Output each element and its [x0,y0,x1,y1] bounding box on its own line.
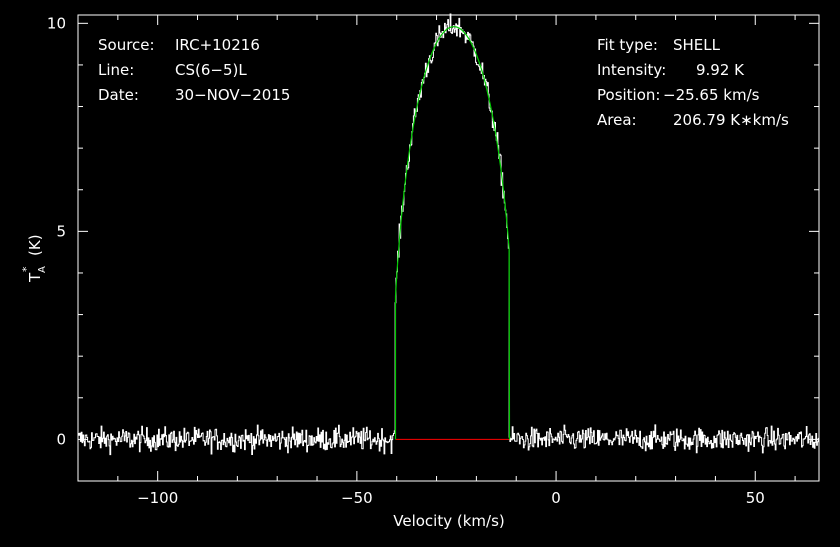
info-source-key: Source: [98,36,155,54]
info-intensity-key: Intensity: [597,61,666,79]
info-fittype-key: Fit type: [597,36,658,54]
info-line-key: Line: [98,61,134,79]
y-tick-label: 0 [56,430,66,448]
info-position-key: Position: [597,86,660,104]
info-position-value: −25.65 km/s [663,86,760,104]
axis-ticks: −100 −50 0 50 0 5 10 [47,14,819,507]
x-tick-label: −100 [137,489,178,507]
info-line-value: CS(6−5)L [175,61,247,79]
y-tick-label: 5 [56,222,66,240]
info-fittype-value: SHELL [673,36,721,54]
y-tick-label: 10 [47,14,66,32]
x-axis-label: Velocity (km/s) [393,512,504,530]
spectrum-line [78,13,819,456]
info-area-key: Area: [597,111,637,129]
fit-curve [394,26,511,440]
y-axis-label-sub: A [37,266,48,273]
plot-marks [78,13,819,456]
y-axis-label-main: T [26,272,44,283]
x-tick-label: 50 [746,489,765,507]
info-intensity-value: 9.92 K [696,61,745,79]
y-axis-label-sup: * [20,266,33,272]
y-axis-label: T A * (K) [20,234,48,283]
info-area-value: 206.79 K∗km/s [673,111,789,129]
info-date-key: Date: [98,86,139,104]
x-tick-label: 0 [551,489,561,507]
x-tick-label: −50 [341,489,373,507]
info-source-value: IRC+10216 [175,36,260,54]
plot-frame [77,14,820,482]
info-date-value: 30−NOV−2015 [175,86,290,104]
y-axis-label-unit: (K) [26,234,44,256]
